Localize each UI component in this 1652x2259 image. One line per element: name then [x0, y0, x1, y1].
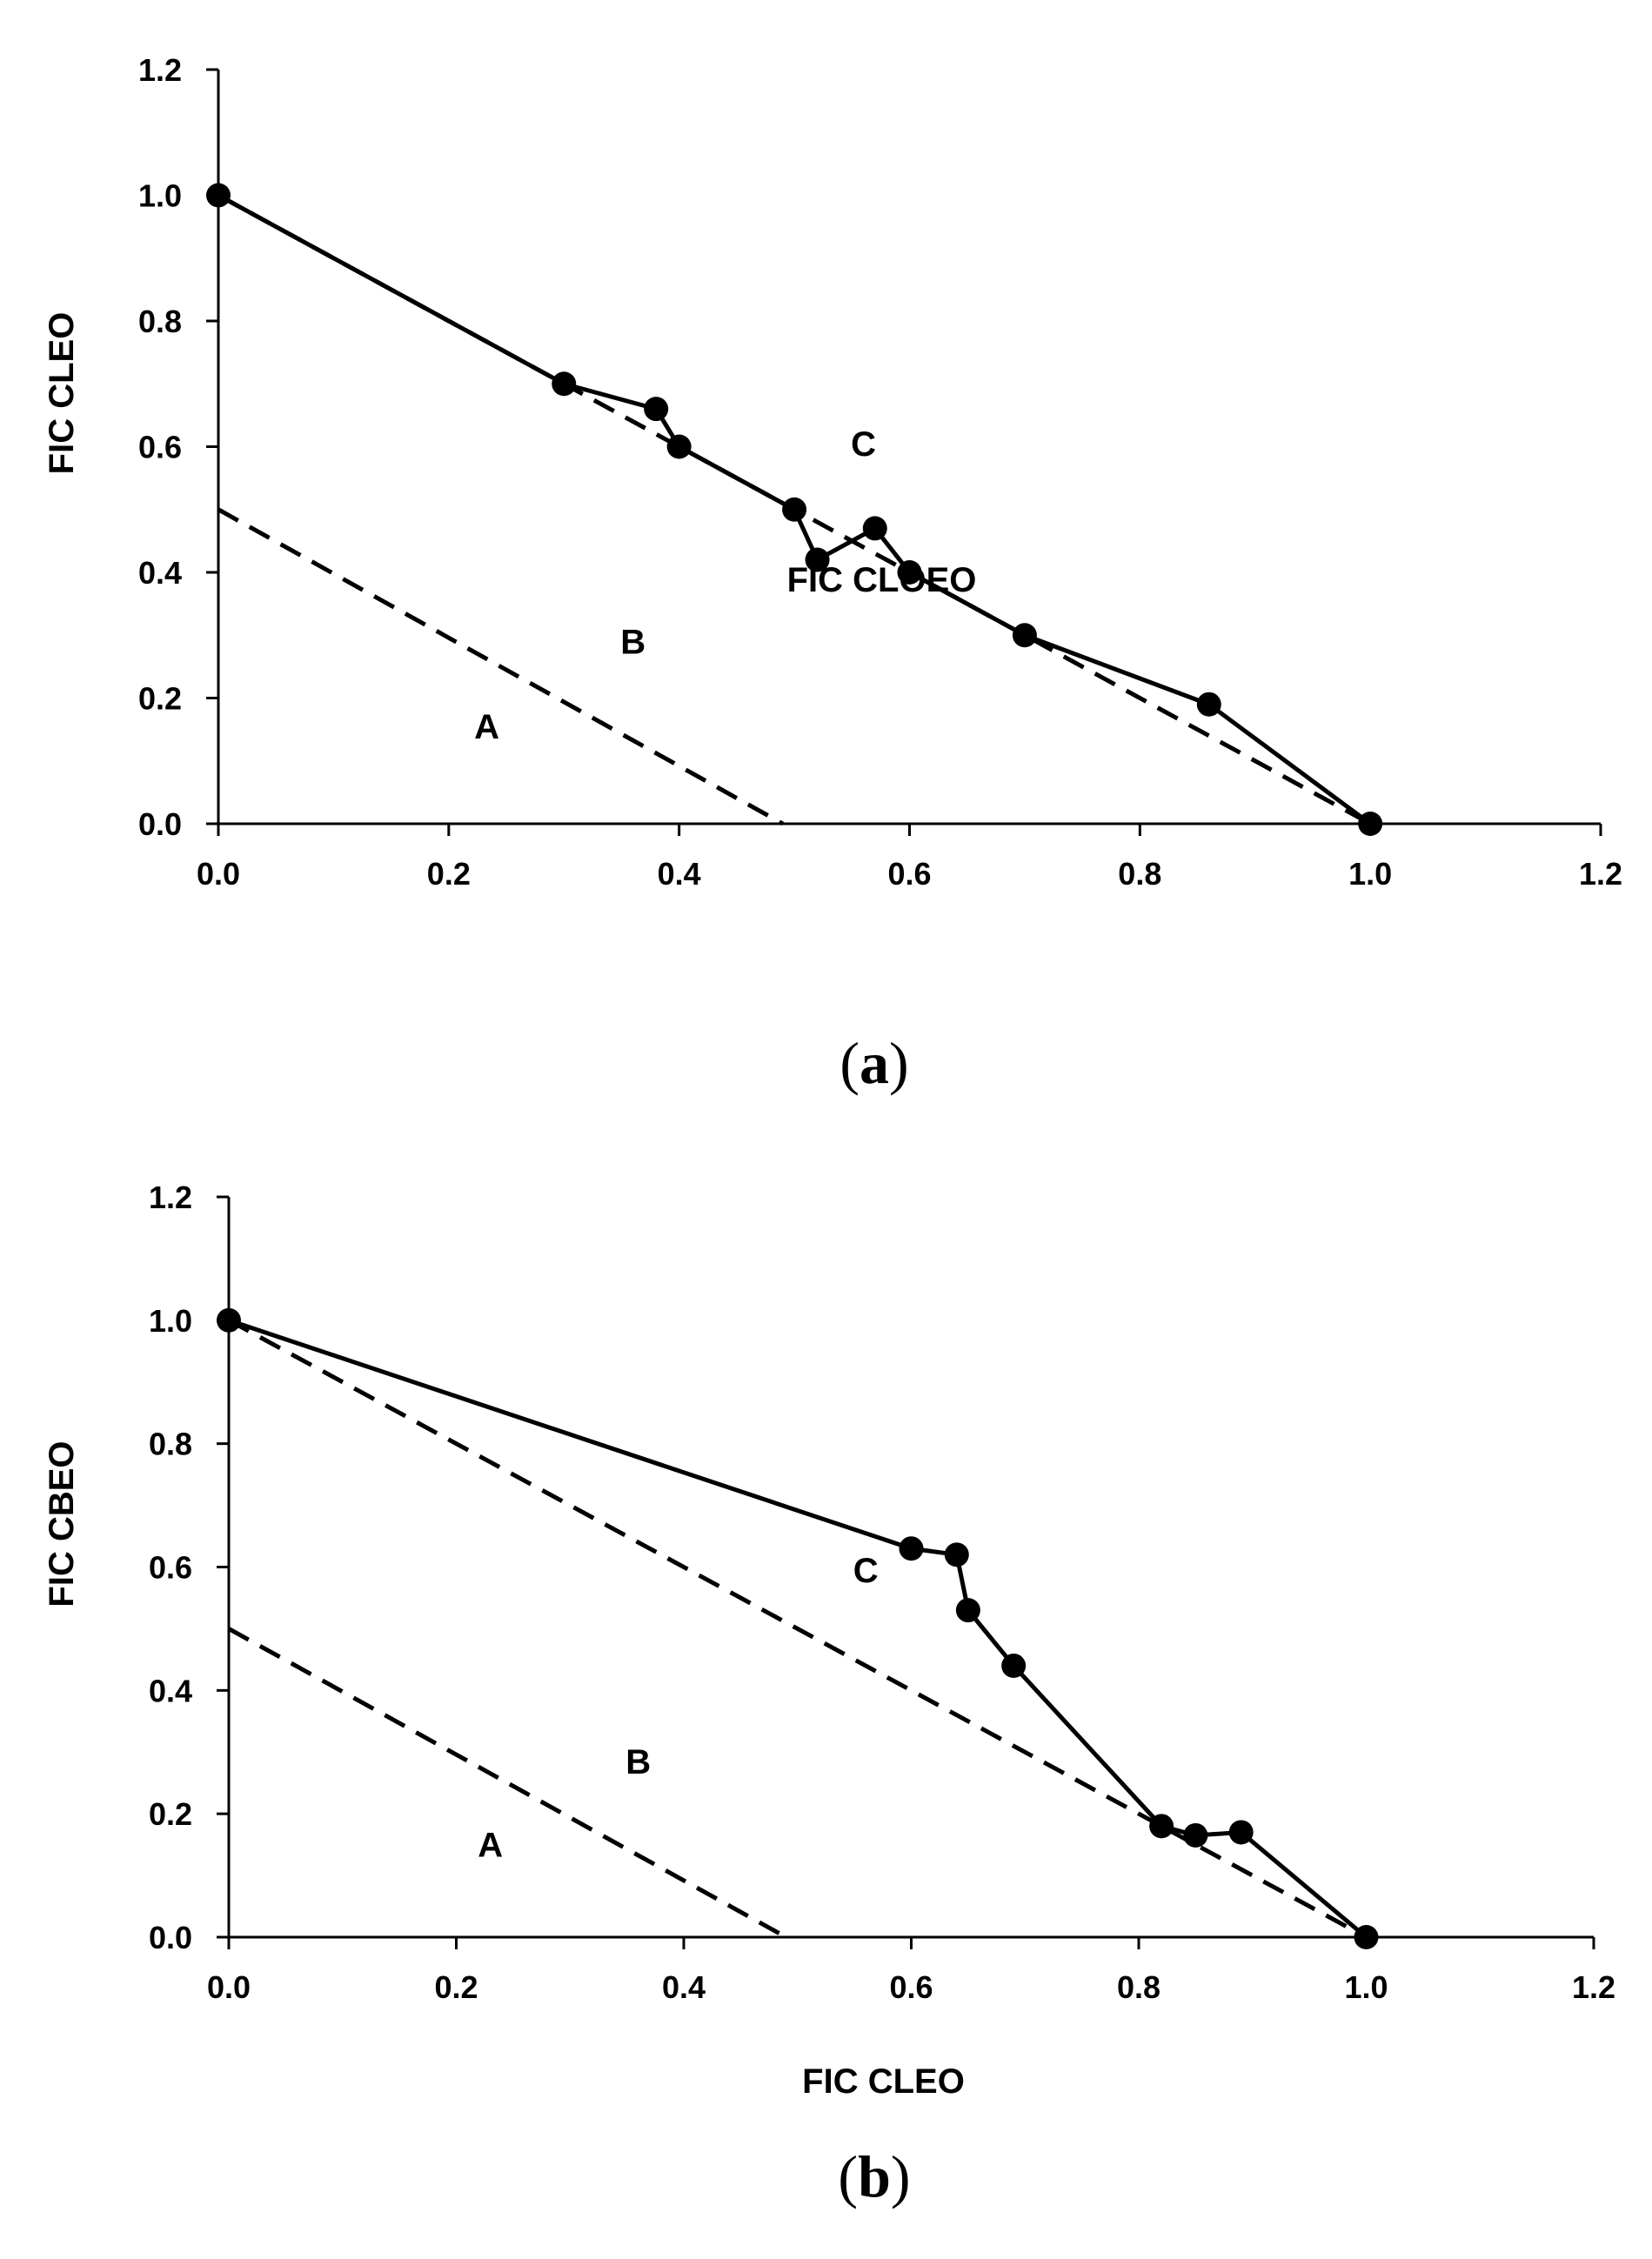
chart-1-isobologram-point	[899, 1536, 924, 1561]
chart-0-panel: 0.0 0.2 0.4 0.6 0.8 1.0 1.2 0.0 0.2 0.4 0.6 0.8 1.0 1…	[43, 52, 1622, 1096]
chart-0-x-tick-label: 0.2	[427, 856, 471, 892]
chart-1-y-tick-label: 0.2	[149, 1796, 192, 1832]
chart-0-additivity-line	[217, 193, 1372, 826]
chart-0-synergy-line	[217, 507, 785, 826]
chart-0-x-tick-label: 0.4	[658, 856, 701, 892]
chart-0-y-tick-label: 0.4	[138, 555, 182, 591]
chart-1-isobologram-point	[1183, 1822, 1208, 1848]
chart-0-region-label-b: B	[620, 623, 645, 661]
chart-1-x-tick-label: 0.8	[1117, 1969, 1160, 2005]
chart-1-x-tick-label: 0.4	[662, 1969, 706, 2005]
chart-1-region-label-b: B	[625, 1743, 651, 1781]
chart-1-y-tick-label: 0.0	[149, 1920, 192, 1955]
chart-1-y-tick-label: 0.4	[149, 1673, 192, 1708]
chart-0-caption-close: )	[889, 1030, 909, 1096]
chart-0-x-tick-label: 0.8	[1118, 856, 1161, 892]
chart-0-x-tick-label: 1.0	[1348, 856, 1392, 892]
chart-1-y-tick-label: 1.2	[149, 1180, 192, 1215]
chart-1-synergy-line	[227, 1627, 787, 1940]
chart-1-y-axis-title: FIC CBEO	[43, 1440, 81, 1607]
chart-0-y-tick-label: 0.8	[138, 304, 182, 339]
chart-0-isobologram-point	[862, 516, 887, 541]
chart-0-caption: (a)	[839, 1030, 908, 1096]
chart-1-region-label-c: C	[853, 1552, 879, 1590]
chart-0-x-tick-label: 0.6	[887, 856, 931, 892]
chart-0-region-label-a: A	[474, 708, 499, 746]
chart-0-y-tick-label: 0.2	[138, 681, 182, 717]
chart-0-isobologram-point	[1358, 812, 1383, 836]
chart-0-y-tick-label: 1.2	[138, 52, 182, 88]
chart-1-x-tick-label: 1.2	[1572, 1969, 1615, 2005]
chart-1-x-tick-label: 0.6	[889, 1969, 933, 2005]
chart-1-x-axis-title: FIC CLEO	[802, 2062, 965, 2101]
chart-1-additivity-line	[227, 1318, 1368, 1940]
chart-1-x-tick-label: 1.0	[1344, 1969, 1388, 2005]
chart-0-isobologram-point	[644, 397, 669, 422]
chart-1-y-tick-label: 0.6	[149, 1550, 192, 1586]
chart-0-x-tick-label: 1.2	[1579, 856, 1622, 892]
chart-1-caption-close: )	[891, 2143, 911, 2209]
chart-0-isobologram-point	[805, 547, 830, 572]
chart-0-isobologram-point	[1012, 623, 1037, 648]
chart-0-caption-letter: a	[859, 1030, 889, 1096]
chart-1-region-label-a: A	[478, 1827, 503, 1865]
chart-1-caption: (b)	[838, 2143, 910, 2209]
chart-1-isobologram-point	[944, 1542, 969, 1567]
chart-0-x-tick-label: 0.0	[197, 856, 240, 892]
chart-1-y-tick-label: 1.0	[149, 1303, 192, 1339]
chart-0-caption-open: (	[839, 1030, 859, 1096]
chart-1-caption-open: (	[838, 2143, 858, 2209]
chart-0-y-tick-label: 1.0	[138, 178, 182, 214]
chart-0-isobologram-point	[666, 434, 692, 459]
chart-0-y-tick-label: 0.6	[138, 430, 182, 465]
chart-0-isobologram-point	[1196, 692, 1221, 717]
chart-1-panel: 0.0 0.2 0.4 0.6 0.8 1.0 1.2 0.0 0.2 0.4 0.6 0.8 1.0 1…	[43, 1180, 1615, 2209]
chart-1-isobologram-point	[955, 1598, 980, 1623]
chart-1-isobologram-point	[1228, 1820, 1254, 1845]
chart-1-caption-letter: b	[858, 2143, 891, 2209]
chart-1-isobologram-point	[1001, 1653, 1027, 1678]
chart-0-y-axis-title: FIC CLEO	[43, 312, 81, 475]
chart-1-x-tick-label: 0.2	[434, 1969, 478, 2005]
chart-1-isobologram-point	[1149, 1814, 1174, 1839]
chart-0-y-tick-label: 0.0	[138, 806, 182, 842]
chart-1-x-tick-label: 0.0	[207, 1969, 251, 2005]
chart-0-region-label-c: C	[851, 425, 876, 464]
chart-1-y-tick-label: 0.8	[149, 1427, 192, 1462]
